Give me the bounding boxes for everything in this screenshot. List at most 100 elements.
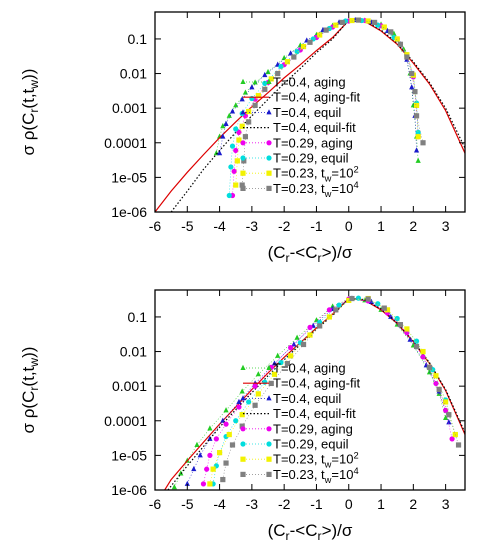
y-tick-label: 0.01 [120,344,147,360]
legend-marker [266,140,272,146]
legend-entry: T=0.23, tw=104 [240,180,359,199]
legend-marker [266,78,272,84]
legend-marker [240,364,246,370]
data-point [355,295,362,301]
series-line [155,19,465,212]
legend-marker [240,185,246,191]
series-6 [207,295,458,487]
x-tick-label: -3 [246,218,259,234]
data-point [371,19,378,26]
data-point [326,314,332,320]
data-point [246,108,252,115]
legend-label: T=0.23, tw=102 [273,451,359,470]
x-tick-label: -6 [149,218,162,234]
series-7 [239,17,426,188]
x-axis-label: (Cr-<Cr>)/σ [268,521,353,543]
legend-entry: T=0.23, tw=102 [240,451,359,470]
data-point [246,119,252,125]
data-point [213,436,219,442]
series-7 [220,295,462,483]
legend-marker [266,426,272,432]
legend-marker [266,441,272,447]
data-point [226,192,232,199]
data-point [194,441,200,447]
data-point [397,41,404,47]
data-point [307,39,313,45]
series-connector [241,19,424,186]
data-point [204,466,210,472]
data-point [409,84,415,90]
data-point [443,399,449,405]
x-tick-label: 3 [442,496,450,512]
legend-entry: T=0.4, aging [240,361,346,376]
legend-label: T=0.4, aging [273,75,346,90]
data-point [404,326,410,332]
legend-marker [240,456,246,462]
x-tick-label: -2 [278,218,291,234]
data-point [229,143,236,149]
data-point [397,322,404,328]
data-point [262,86,268,92]
data-point [220,133,226,139]
legend-entry: T=0.23, tw=104 [240,466,359,485]
legend-marker [266,456,272,462]
data-point [262,379,268,385]
data-point [239,388,245,394]
data-point [443,414,449,421]
data-point [239,96,245,102]
y-axis-label: σ ρ(Cr(t,tw)) [19,69,41,156]
data-point [355,17,362,23]
data-point [412,89,418,95]
data-point [236,137,242,143]
data-point [288,353,294,359]
data-point [404,54,410,60]
data-point [420,354,426,360]
legend-marker [240,170,246,176]
data-point [223,120,229,126]
legend-entry: T=0.4, aging-fit [243,376,360,391]
data-point [241,158,247,164]
x-tick-label: -6 [149,496,162,512]
data-point [278,359,284,366]
data-point [336,302,342,308]
legend-entry: T=0.4, equil [240,105,341,120]
data-point [317,323,323,329]
legend-label: T=0.4, aging-fit [273,90,360,105]
y-tick-label: 0.0001 [104,135,147,151]
x-tick-label: 2 [409,496,417,512]
data-point [233,418,239,424]
legend-marker [240,155,246,161]
data-point [262,71,268,78]
data-point [394,36,400,42]
data-point [415,134,421,140]
legend-marker [240,426,246,432]
series-1 [155,19,465,212]
y-tick-label: 0.0001 [104,413,147,429]
data-point [375,301,381,307]
x-tick-label: -4 [213,496,226,512]
legend-label: T=0.4, equil [273,391,341,406]
legend-label: T=0.29, aging [273,135,353,150]
data-point [223,407,229,413]
x-tick-label: 3 [442,218,450,234]
data-point [294,49,300,55]
x-tick-label: 2 [409,218,417,234]
data-point [413,102,420,109]
data-point [231,168,237,174]
data-point [246,399,252,405]
data-point [242,134,249,140]
data-point [191,465,197,472]
data-point [239,182,245,188]
data-point [300,341,307,348]
legend-marker [266,109,272,115]
data-point [200,481,207,487]
data-point [233,147,239,154]
top-panel: -6 -5 -4 -3 -2 -1 0 1 2 3 0.1 0.01 0.001 0.0001 1e-05 1… [19,11,466,265]
data-point [210,466,216,472]
data-point [333,307,339,313]
data-point [288,345,294,351]
data-point [255,371,261,377]
data-point [271,371,278,377]
data-point [242,89,249,95]
data-point [233,182,239,188]
